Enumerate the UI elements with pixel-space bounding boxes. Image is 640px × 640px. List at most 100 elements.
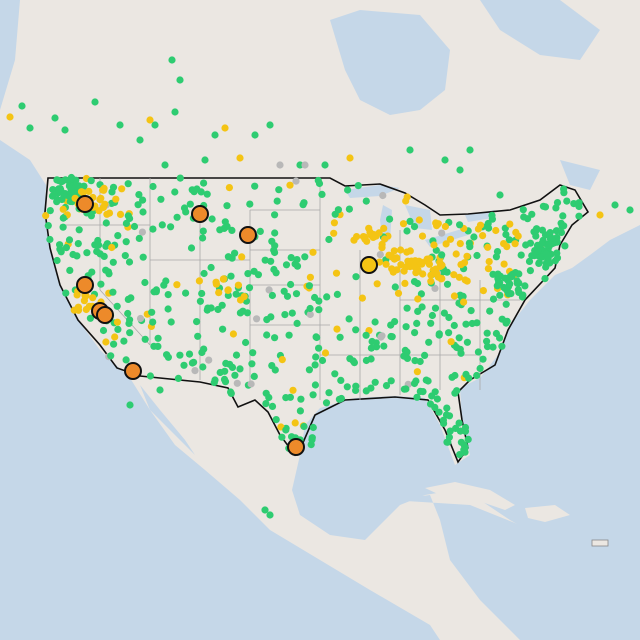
marker: [456, 451, 464, 459]
marker: [417, 290, 425, 298]
marker: [553, 238, 561, 246]
marker: [367, 384, 375, 392]
marker: [265, 286, 273, 294]
marker: [418, 232, 427, 240]
marker: [76, 276, 94, 294]
marker: [200, 269, 208, 278]
marker: [488, 211, 496, 219]
marker: [318, 190, 326, 198]
marker: [263, 331, 271, 339]
marker: [261, 256, 269, 264]
marker: [463, 252, 471, 260]
marker: [226, 360, 234, 368]
marker: [440, 309, 448, 317]
marker: [309, 248, 317, 256]
marker: [335, 395, 343, 403]
marker: [428, 311, 436, 320]
marker: [191, 205, 209, 223]
marker: [325, 235, 333, 244]
marker: [164, 353, 172, 361]
marker: [503, 317, 511, 325]
marker: [563, 197, 571, 205]
marker: [164, 291, 172, 299]
marker: [534, 247, 542, 255]
marker: [484, 265, 492, 273]
marker: [315, 297, 323, 305]
marker: [59, 214, 67, 222]
marker: [321, 349, 330, 357]
ocean: [0, 0, 20, 110]
marker: [467, 307, 475, 315]
marker: [228, 226, 236, 234]
marker: [44, 222, 52, 230]
marker: [419, 270, 427, 278]
marker: [287, 254, 295, 262]
marker: [121, 252, 129, 260]
marker: [414, 295, 422, 303]
marker: [362, 356, 370, 365]
marker: [435, 408, 443, 416]
marker: [283, 292, 292, 300]
marker: [489, 343, 497, 351]
marker: [122, 356, 130, 364]
marker: [387, 377, 395, 385]
marker: [109, 258, 117, 266]
marker: [56, 188, 65, 196]
marker: [300, 422, 308, 431]
marker: [58, 195, 66, 204]
marker: [174, 374, 182, 382]
marker: [293, 256, 301, 264]
marker: [441, 222, 449, 231]
marker: [139, 208, 147, 216]
marker: [272, 416, 280, 424]
marker: [415, 216, 423, 224]
marker: [124, 362, 142, 380]
marker: [93, 247, 101, 256]
marker: [244, 270, 252, 278]
marker: [149, 182, 157, 191]
marker: [345, 205, 353, 213]
marker: [85, 302, 93, 310]
marker: [447, 338, 455, 346]
marker: [473, 319, 481, 327]
marker: [399, 220, 408, 228]
marker: [391, 283, 399, 291]
marker: [239, 226, 257, 244]
marker: [171, 188, 179, 196]
marker: [270, 265, 278, 274]
marker: [62, 244, 70, 252]
marker: [318, 356, 327, 365]
marker: [443, 280, 452, 288]
marker: [96, 306, 114, 324]
marker: [312, 353, 320, 361]
marker: [248, 360, 256, 368]
marker: [6, 113, 14, 121]
marker: [418, 303, 426, 311]
marker: [332, 269, 341, 277]
marker: [59, 205, 67, 213]
marker: [349, 357, 357, 365]
marker: [250, 372, 258, 380]
marker: [216, 226, 224, 234]
marker: [287, 280, 295, 289]
marker: [95, 207, 103, 215]
marker: [58, 177, 66, 185]
marker: [199, 234, 207, 242]
marker: [124, 295, 132, 303]
marker: [46, 207, 54, 215]
marker: [135, 191, 143, 199]
marker: [513, 279, 521, 287]
marker: [191, 367, 199, 375]
marker: [251, 131, 259, 139]
marker: [196, 297, 204, 305]
marker: [411, 329, 419, 337]
marker: [455, 334, 463, 342]
marker: [476, 364, 484, 373]
marker: [208, 215, 216, 223]
marker: [426, 255, 434, 263]
marker: [243, 309, 251, 317]
marker: [61, 126, 69, 134]
marker: [323, 293, 331, 301]
marker: [493, 248, 502, 256]
marker: [379, 191, 387, 200]
